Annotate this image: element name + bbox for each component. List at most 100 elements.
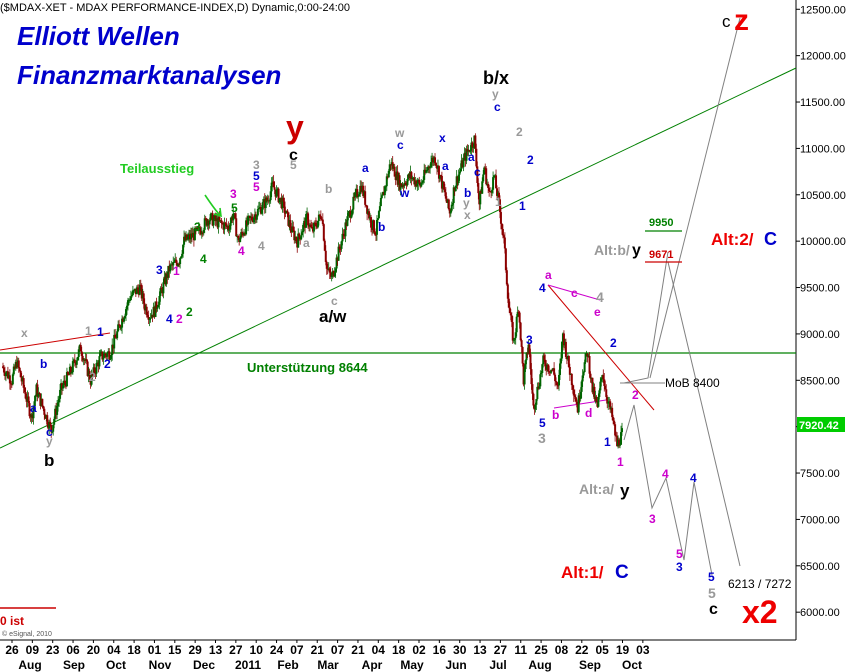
candle-body (301, 232, 304, 236)
candle-body (540, 372, 543, 375)
x-tick-label: 15 (168, 643, 182, 657)
wave-label: 2 (516, 125, 523, 139)
candle-body (214, 215, 217, 222)
label-alt-b: Alt:b/ (594, 242, 630, 258)
x-month-label: Sep (579, 658, 601, 672)
candle-body (63, 380, 66, 383)
candle-body (483, 167, 486, 175)
candle-body (347, 213, 350, 217)
candle-body (277, 188, 280, 203)
candle-body (165, 273, 168, 285)
candle-body (224, 222, 227, 224)
candle-body (245, 220, 248, 235)
candle-body (442, 181, 445, 190)
candle-body (447, 199, 450, 210)
x-month-label: Sep (63, 658, 85, 672)
wave-label: x (439, 131, 446, 145)
candle-body (80, 351, 83, 356)
candle-body (17, 360, 20, 368)
candle-body (375, 219, 378, 235)
y-tick-label: 12500.00 (800, 4, 846, 16)
candle-body (177, 263, 180, 267)
x-tick-label: 27 (229, 643, 243, 657)
candle-body (321, 219, 324, 225)
label-9671: 9671 (649, 249, 673, 261)
candle-body (208, 220, 211, 225)
candle-body (421, 182, 424, 184)
wave-label: d (585, 406, 592, 420)
label-alt-a-y: y (620, 481, 630, 500)
projection-c-z (649, 17, 741, 379)
channel-magenta-top (547, 284, 601, 301)
wave-label: b (552, 408, 559, 422)
label-alt-2: Alt:2/ (711, 230, 754, 249)
candle-body (156, 307, 159, 309)
candle-body (497, 192, 500, 200)
wave-label: c (331, 294, 338, 308)
candle-body (203, 218, 206, 230)
wave-label: 1 (97, 325, 104, 339)
candle-body (270, 182, 273, 192)
x-tick-label: 22 (575, 643, 589, 657)
candle-body (518, 312, 521, 323)
candle-body (508, 307, 511, 314)
candle-body (116, 331, 119, 339)
x-tick-label: 29 (188, 643, 202, 657)
candle-body (275, 189, 278, 197)
candle-body (209, 214, 212, 221)
candle-body (260, 209, 263, 214)
wave-label: 1 (495, 195, 502, 209)
wave-label: 3 (676, 560, 683, 574)
candle-body (76, 356, 79, 361)
candle-body (574, 396, 577, 402)
candle-body (136, 287, 139, 290)
wave-labels: x b a c y 1 1 2 2 3 1 4 2 2 3 4 3 5 4 3 … (21, 87, 718, 618)
x-tick-label: 07 (290, 643, 304, 657)
candle-body (597, 396, 600, 407)
candle-body (370, 217, 373, 228)
candle-body (458, 171, 461, 175)
x-tick-label: 11 (514, 643, 527, 657)
x-month-label: Aug (18, 658, 41, 672)
wave-label: 4 (690, 471, 697, 485)
candle-body (101, 351, 104, 360)
candle-body (132, 290, 135, 292)
candle-body (353, 196, 356, 198)
candle-body (350, 214, 353, 218)
candle-body (452, 187, 455, 204)
candle-body (269, 191, 272, 201)
candle-body (58, 398, 61, 403)
candle-body (593, 386, 596, 399)
candle-body (119, 325, 122, 328)
y-tick-label: 7000.00 (800, 514, 840, 526)
candle-body (570, 373, 573, 386)
wave-label: 5 (253, 180, 260, 194)
candle-body (293, 230, 296, 241)
candle-body (583, 362, 586, 373)
candle-body (146, 315, 149, 317)
candle-body (591, 377, 594, 393)
candle-body (482, 174, 485, 182)
candle-body (311, 227, 313, 229)
wave-label: 4 (662, 467, 669, 481)
candle-body (568, 366, 571, 375)
candle-body (402, 185, 405, 187)
wave-label: w (399, 186, 410, 200)
candle-body (138, 284, 141, 295)
candle-body (142, 293, 145, 304)
label-alt-2-c: C (764, 229, 777, 249)
x-tick-label: 10 (250, 643, 264, 657)
candle-body (577, 395, 580, 413)
candle-body (560, 341, 563, 359)
candle-body (338, 246, 341, 249)
candle-body (319, 215, 322, 220)
candle-body (462, 157, 465, 168)
candle-body (106, 352, 109, 357)
candle-body (559, 363, 561, 375)
candle-body (388, 164, 391, 171)
candle-body (50, 424, 53, 433)
candle-body (491, 189, 494, 193)
wave-label: 3 (156, 263, 163, 277)
candle-body (532, 393, 535, 406)
candle-body (383, 186, 386, 196)
